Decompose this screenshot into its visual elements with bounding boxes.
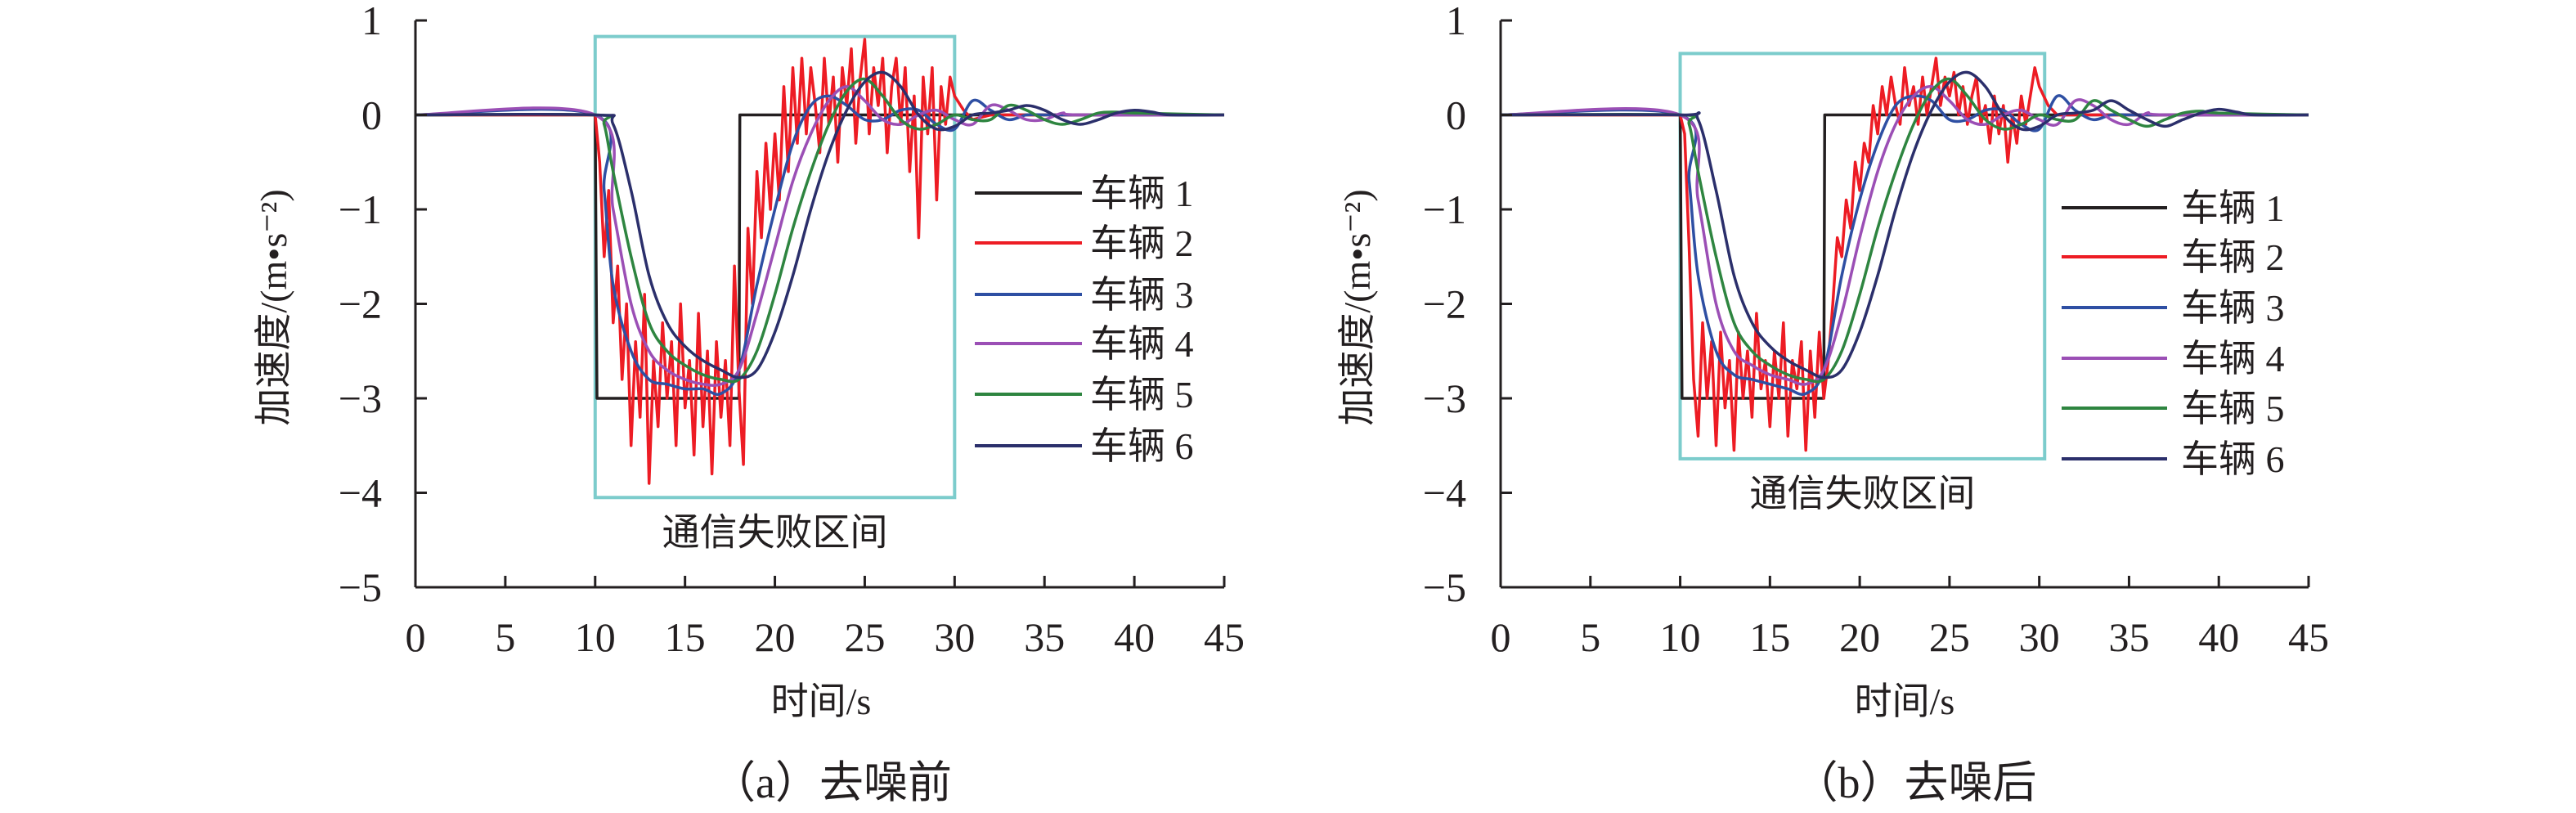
x-axis-label: 时间/s bbox=[1855, 680, 1955, 722]
legend-label-vehicle-4: 车辆 4 bbox=[1090, 323, 1194, 365]
legend-label-vehicle-1: 车辆 1 bbox=[1090, 173, 1194, 214]
y-tick-label: 1 bbox=[1446, 0, 1466, 43]
x-tick-label: 40 bbox=[1114, 614, 1155, 660]
series-line-vehicle-6 bbox=[1500, 70, 2309, 380]
x-tick-label: 40 bbox=[2198, 614, 2239, 660]
x-tick-label: 5 bbox=[495, 614, 515, 660]
legend-label-vehicle-5: 车辆 5 bbox=[2181, 388, 2285, 429]
x-tick-label: 0 bbox=[1491, 614, 1511, 660]
y-tick-label: 0 bbox=[1446, 92, 1466, 138]
y-tick-label: −4 bbox=[1423, 470, 1466, 516]
series-line-vehicle-4 bbox=[415, 85, 1225, 387]
y-tick-label: 1 bbox=[361, 0, 382, 43]
series-line-vehicle-5 bbox=[415, 77, 1225, 384]
x-tick-label: 35 bbox=[1024, 614, 1065, 660]
y-axis-label: 加速度/(m•s⁻²) bbox=[253, 189, 294, 425]
x-tick-label: 45 bbox=[2288, 614, 2329, 660]
x-tick-label: 30 bbox=[934, 614, 975, 660]
y-tick-label: −2 bbox=[339, 281, 382, 327]
series-line-vehicle-2 bbox=[415, 38, 1224, 485]
x-tick-label: 10 bbox=[1660, 614, 1701, 660]
y-tick-label: −3 bbox=[339, 375, 382, 421]
legend-label-vehicle-2: 车辆 2 bbox=[2181, 236, 2285, 278]
series-line-vehicle-2 bbox=[1501, 56, 2309, 452]
y-tick-label: −2 bbox=[1423, 281, 1466, 327]
subfigure-caption: （b）去噪后 bbox=[1794, 758, 2037, 807]
y-tick-label: 0 bbox=[361, 92, 382, 138]
x-tick-label: 25 bbox=[1929, 614, 1970, 660]
x-axis-label: 时间/s bbox=[771, 680, 872, 722]
series-line-vehicle-6 bbox=[415, 70, 1225, 380]
y-tick-label: −5 bbox=[1423, 564, 1466, 610]
x-tick-label: 30 bbox=[2019, 614, 2060, 660]
comm-failure-label: 通信失败区间 bbox=[1749, 473, 1975, 514]
legend-label-vehicle-4: 车辆 4 bbox=[2181, 338, 2285, 380]
y-tick-label: −1 bbox=[1423, 186, 1466, 232]
series-line-vehicle-5 bbox=[1500, 77, 2309, 384]
x-tick-label: 15 bbox=[1749, 614, 1790, 660]
x-tick-label: 45 bbox=[1204, 614, 1245, 660]
legend-label-vehicle-3: 车辆 3 bbox=[1090, 274, 1194, 316]
x-tick-label: 20 bbox=[755, 614, 796, 660]
y-tick-label: −1 bbox=[339, 186, 382, 232]
y-tick-label: −4 bbox=[339, 470, 382, 516]
legend-label-vehicle-1: 车辆 1 bbox=[2181, 187, 2285, 229]
series-line-vehicle-3 bbox=[1500, 94, 2309, 396]
legend-label-vehicle-6: 车辆 6 bbox=[2181, 438, 2285, 480]
series-line-vehicle-4 bbox=[1500, 85, 2309, 386]
x-tick-label: 15 bbox=[665, 614, 706, 660]
legend-label-vehicle-2: 车辆 2 bbox=[1090, 222, 1194, 264]
legend-label-vehicle-6: 车辆 6 bbox=[1090, 425, 1194, 467]
x-tick-label: 0 bbox=[406, 614, 426, 660]
x-tick-label: 25 bbox=[844, 614, 885, 660]
y-tick-label: −5 bbox=[339, 564, 382, 610]
legend-label-vehicle-5: 车辆 5 bbox=[1090, 374, 1194, 415]
x-tick-label: 5 bbox=[1580, 614, 1600, 660]
legend-label-vehicle-3: 车辆 3 bbox=[2181, 287, 2285, 329]
x-tick-label: 10 bbox=[575, 614, 616, 660]
x-tick-label: 35 bbox=[2108, 614, 2149, 660]
subfigure-caption: （a）去噪前 bbox=[711, 758, 952, 807]
x-tick-label: 20 bbox=[1839, 614, 1880, 660]
comm-failure-label: 通信失败区间 bbox=[662, 511, 888, 553]
y-axis-label: 加速度/(m•s⁻²) bbox=[1336, 189, 1378, 425]
y-tick-label: −3 bbox=[1423, 375, 1466, 421]
